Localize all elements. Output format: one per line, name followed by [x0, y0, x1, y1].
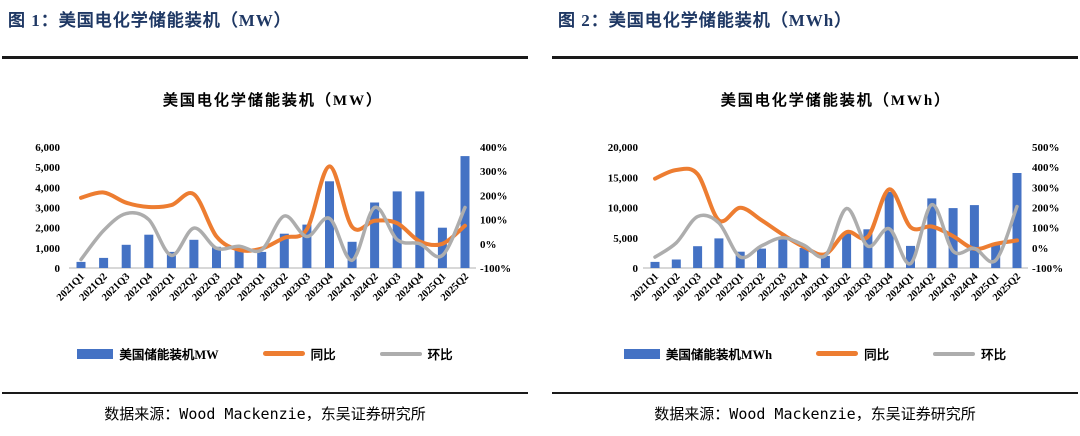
left-axis-tick-label: 2,000	[35, 223, 60, 235]
bar	[778, 239, 788, 268]
bar	[437, 227, 447, 268]
yoy-line-swatch-icon	[262, 351, 305, 356]
bar-swatch-icon	[623, 348, 660, 359]
legend-label: 美国储能装机MWh	[665, 348, 773, 362]
bar	[257, 251, 267, 268]
chart-2-canvas: 美国电化学储能装机（MWh） 0 5,000 10,000 15,000 20,000 -1…	[608, 91, 1063, 303]
right-axis-tick-label: 400%	[1032, 162, 1060, 174]
left-axis-tick-label: 5,000	[613, 233, 638, 245]
legend-label: 同比	[310, 348, 336, 362]
bar	[76, 261, 86, 268]
left-axis-tick-label: 4,000	[35, 182, 60, 194]
bar	[693, 246, 703, 268]
figure-2-panel: 图 2：美国电化学储能装机（MWh） 美国电化学储能装机（MWh） 0 5,000 1…	[552, 0, 1078, 424]
right-axis-tick-label: 300%	[1032, 182, 1060, 194]
bar	[906, 245, 915, 268]
bar	[212, 246, 221, 268]
bar	[370, 202, 380, 268]
bar	[415, 191, 425, 268]
qoq-line-swatch-icon	[933, 351, 976, 356]
bar	[714, 238, 724, 268]
qoq-line-swatch-icon	[379, 351, 422, 356]
chart-2-legend: 美国储能装机MWh 同比 环比	[552, 345, 1078, 362]
chart-title: 美国电化学储能装机（MW）	[163, 91, 383, 109]
bar	[757, 248, 766, 268]
bar	[166, 251, 176, 268]
left-axis-tick-label: 15,000	[608, 172, 639, 184]
bar	[927, 198, 937, 268]
legend-label: 环比	[981, 348, 1007, 362]
figure-1-panel: 图 1：美国电化学储能装机（MW） 美国电化学储能装机（MW） 0 1,000 2,0…	[2, 0, 528, 424]
bar	[842, 232, 852, 268]
bar	[279, 233, 289, 268]
bar	[1012, 173, 1022, 268]
figure-1-bottom-divider	[2, 392, 528, 394]
bar	[392, 191, 402, 268]
left-axis-tick-label: 1,000	[35, 243, 60, 255]
qoq-line	[653, 202, 1019, 266]
legend-label: 环比	[427, 348, 453, 362]
figure-1-title: 图 1：美国电化学储能装机（MW）	[8, 11, 292, 30]
chart-title: 美国电化学储能装机（MWh）	[721, 91, 952, 109]
yoy-line	[653, 166, 1019, 257]
left-axis-tick-label: 0	[55, 263, 61, 275]
legend-label: 美国储能装机MW	[119, 348, 219, 362]
right-axis-tick-label: -100%	[1032, 263, 1063, 275]
right-axis-tick-label: 0%	[1032, 243, 1049, 255]
left-axis-tick-label: 5,000	[35, 162, 60, 174]
chart-1-legend: 美国储能装机MW 同比 环比	[2, 345, 528, 362]
left-axis-tick-label: 6,000	[35, 142, 60, 154]
bar	[650, 261, 660, 268]
chart-1-canvas: 美国电化学储能装机（MW） 0 1,000 2,000 3,000 4,000 5,000 6…	[35, 91, 511, 303]
bar	[234, 248, 244, 268]
legend-item-yoy: 同比	[262, 344, 336, 363]
bar	[347, 241, 357, 268]
figure-1-source: 数据来源：Wood Mackenzie，东吴证券研究所	[104, 405, 426, 423]
legend-item-yoy: 同比	[816, 344, 889, 363]
bar	[969, 205, 979, 268]
bar	[325, 181, 334, 268]
legend-item-qoq: 环比	[933, 344, 1006, 363]
bar	[121, 244, 131, 268]
bar	[99, 257, 109, 268]
figure-2-title: 图 2：美国电化学储能装机（MWh）	[558, 11, 853, 30]
right-axis-tick-label: 200%	[1032, 203, 1060, 215]
yoy-line-swatch-icon	[816, 351, 859, 356]
right-axis-tick-label: 400%	[480, 142, 508, 154]
right-axis-tick-label: -100%	[480, 263, 511, 275]
legend-label: 同比	[864, 348, 890, 362]
left-axis-tick-label: 10,000	[608, 203, 639, 215]
bar	[189, 239, 199, 268]
bar	[735, 251, 745, 268]
bar-swatch-icon	[77, 348, 114, 359]
bar	[820, 255, 830, 268]
right-axis-tick-label: 0%	[480, 239, 497, 251]
bar	[302, 224, 312, 268]
bar	[799, 248, 809, 268]
bar	[460, 156, 470, 268]
qoq-line	[79, 205, 467, 263]
left-axis-tick-label: 3,000	[35, 203, 60, 215]
figure-1-title-divider	[2, 56, 528, 59]
legend-item-installed-capacity: 美国储能装机MW	[77, 344, 219, 363]
left-axis-tick-label: 20,000	[608, 142, 639, 154]
right-axis-tick-label: 100%	[480, 215, 508, 227]
right-axis-tick-label: 500%	[1032, 142, 1060, 154]
legend-item-qoq: 环比	[379, 344, 453, 363]
right-axis-tick-label: 300%	[480, 166, 508, 178]
yoy-line	[79, 164, 467, 253]
legend-item-installed-capacity: 美国储能装机MWh	[623, 344, 773, 363]
figure-2-bottom-divider	[552, 392, 1078, 394]
right-axis-tick-label: 200%	[480, 190, 508, 202]
figure-2-title-divider	[552, 56, 1078, 59]
figure-2-source: 数据来源：Wood Mackenzie，东吴证券研究所	[654, 405, 976, 423]
right-axis-tick-label: 100%	[1032, 223, 1060, 235]
bar	[144, 234, 154, 268]
bar	[671, 259, 681, 268]
bar	[863, 229, 873, 268]
left-axis-tick-label: 0	[633, 263, 639, 275]
bar	[991, 243, 1001, 268]
